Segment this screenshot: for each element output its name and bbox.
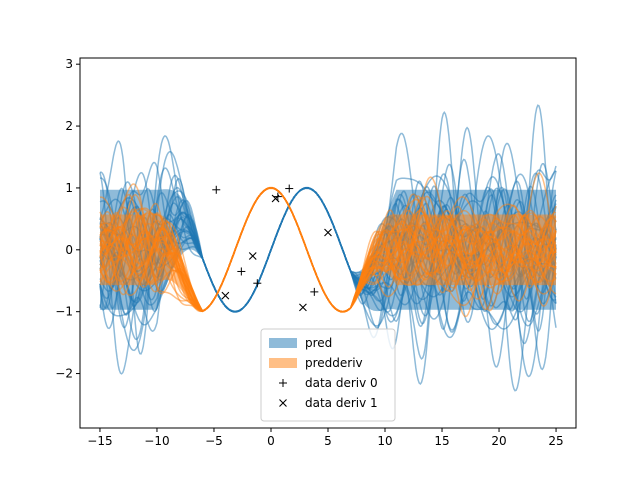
- legend-entry: predderiv: [269, 356, 363, 370]
- marker-x: [299, 303, 307, 312]
- legend-entry: pred: [269, 336, 332, 350]
- legend-label: pred: [305, 336, 332, 350]
- x-tick-label: 15: [434, 434, 449, 448]
- legend-label: data deriv 1: [305, 396, 378, 410]
- marker-x: [271, 194, 280, 203]
- marker-plus: [237, 267, 246, 276]
- marker-x: [221, 291, 230, 300]
- marker-plus: [310, 287, 319, 296]
- marker-plus: [212, 185, 221, 194]
- y-tick-label: 1: [65, 181, 73, 195]
- x-tick-label: 10: [377, 434, 392, 448]
- x-tick-label: −5: [205, 434, 223, 448]
- legend-label: data deriv 0: [305, 376, 378, 390]
- predderiv-sample-line: [99, 187, 557, 313]
- legend: pred predderiv data deriv 0 data deriv 1: [260, 328, 396, 422]
- legend-entry: data deriv 1: [279, 396, 378, 410]
- y-tick-label: 3: [65, 57, 73, 71]
- y-tick-label: −1: [55, 305, 73, 319]
- x-tick-label: 25: [548, 434, 563, 448]
- y-tick-label: −2: [55, 367, 73, 381]
- x-tick-label: −10: [144, 434, 169, 448]
- x-tick-label: −15: [87, 434, 112, 448]
- legend-entry: data deriv 0: [279, 376, 378, 390]
- y-tick-label: 2: [65, 119, 73, 133]
- legend-box: [260, 328, 396, 422]
- x-tick-label: 5: [324, 434, 332, 448]
- marker-layer: [212, 184, 332, 312]
- marker-x: [248, 252, 257, 260]
- marker-plus: [253, 279, 262, 288]
- series-layer: [99, 104, 557, 392]
- x-tick-label: 20: [491, 434, 506, 448]
- y-tick-label: 0: [65, 243, 73, 257]
- marker-x: [324, 228, 332, 237]
- marker-plus: [285, 184, 294, 193]
- x-tick-label: 0: [267, 434, 275, 448]
- legend-label: predderiv: [305, 356, 363, 370]
